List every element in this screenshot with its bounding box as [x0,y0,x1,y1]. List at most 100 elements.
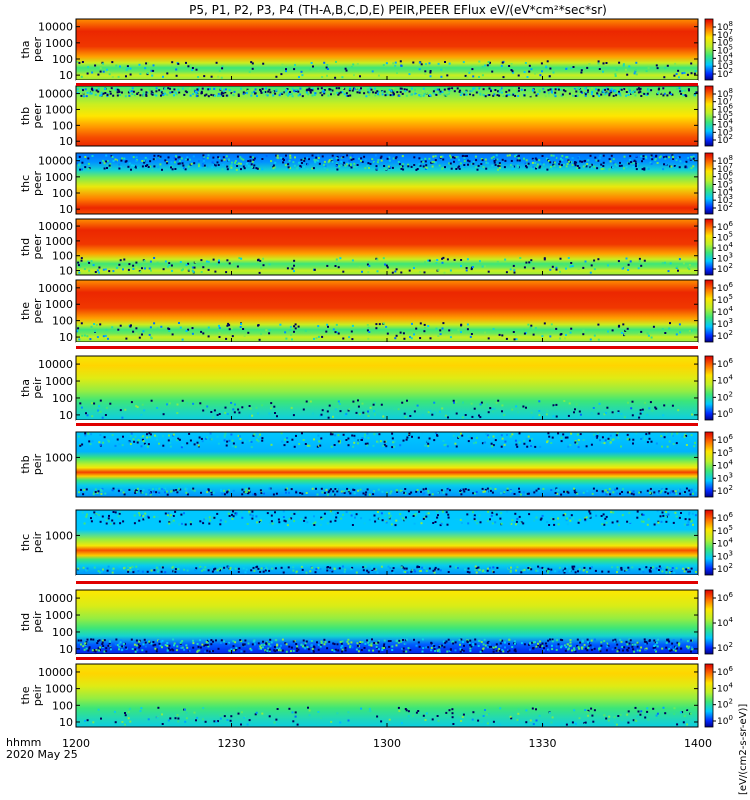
noise-speck [230,648,233,651]
noise-speck [359,641,362,643]
noise-speck [278,521,281,524]
noise-speck [377,488,380,491]
noise-speck [339,155,342,158]
noise-speck [317,87,320,90]
noise-speck [127,406,130,409]
noise-speck [448,650,451,652]
noise-speck [302,158,305,161]
noise-speck [457,157,460,160]
noise-speck [283,519,286,522]
noise-speck [474,492,476,495]
noise-speck [136,406,139,408]
noise-speck [327,325,329,328]
noise-speck [526,445,529,448]
noise-speck [106,164,109,167]
noise-speck [495,158,498,161]
noise-speck [478,639,481,642]
noise-speck [89,92,91,95]
noise-speck [232,442,235,445]
noise-speck [663,404,666,407]
noise-speck [384,263,387,266]
noise-speck [82,566,85,569]
noise-speck [567,414,570,417]
noise-speck [564,567,567,570]
noise-speck [547,432,550,435]
noise-speck [181,162,184,165]
noise-speck [351,259,354,262]
noise-speck [411,569,414,572]
noise-speck [127,441,130,444]
noise-speck [569,641,572,644]
noise-speck [260,91,263,94]
noise-speck [620,640,623,643]
noise-speck [118,443,121,446]
noise-speck [170,264,173,267]
noise-speck [668,647,671,650]
noise-speck [89,443,92,446]
noise-speck [180,269,183,272]
noise-speck [258,167,261,170]
noise-speck [266,650,269,652]
noise-speck [492,566,495,569]
noise-speck [366,639,369,642]
noise-speck [253,90,256,93]
noise-speck [627,263,630,266]
noise-speck [185,711,188,714]
noise-speck [230,401,233,404]
noise-speck [510,63,513,65]
noise-speck [555,415,558,418]
noise-speck [518,87,520,90]
noise-speck [382,64,385,67]
noise-speck [596,92,599,95]
noise-speck [399,513,402,516]
noise-speck [589,516,592,519]
noise-speck [549,161,552,164]
noise-speck [85,412,87,415]
panel-gap [76,342,698,349]
noise-speck [381,90,384,93]
noise-speck [145,94,148,97]
noise-speck [461,92,464,95]
noise-speck [647,88,650,91]
noise-speck [321,94,324,97]
noise-speck [479,521,482,524]
noise-speck [638,88,641,91]
noise-speck [484,644,487,647]
noise-speck [438,164,441,167]
noise-speck [281,63,284,66]
noise-speck [545,413,548,416]
noise-speck [567,91,570,94]
noise-speck [290,488,293,491]
noise-speck [104,414,107,416]
noise-speck [421,432,424,435]
noise-speck [135,405,138,408]
noise-speck [217,720,219,723]
noise-speck [523,442,526,445]
noise-speck [232,515,235,518]
noise-speck [168,521,171,524]
noise-speck [329,569,331,572]
noise-speck [169,165,172,168]
noise-speck [221,168,224,171]
noise-speck [164,571,167,574]
noise-speck [556,639,559,642]
noise-speck [326,522,329,525]
noise-speck [292,161,295,164]
noise-speck [166,265,169,268]
noise-speck [342,87,345,90]
noise-speck [675,73,678,75]
noise-speck [676,647,679,650]
noise-speck [634,69,637,72]
noise-speck [592,407,595,409]
noise-speck [461,715,464,718]
noise-speck [156,567,159,570]
noise-speck [148,489,151,492]
noise-speck [640,155,643,158]
noise-speck [657,88,660,91]
noise-speck [620,163,623,166]
noise-speck [221,492,224,495]
noise-speck [147,443,150,446]
noise-speck [633,72,636,75]
noise-speck [293,445,296,448]
noise-speck [518,490,521,493]
